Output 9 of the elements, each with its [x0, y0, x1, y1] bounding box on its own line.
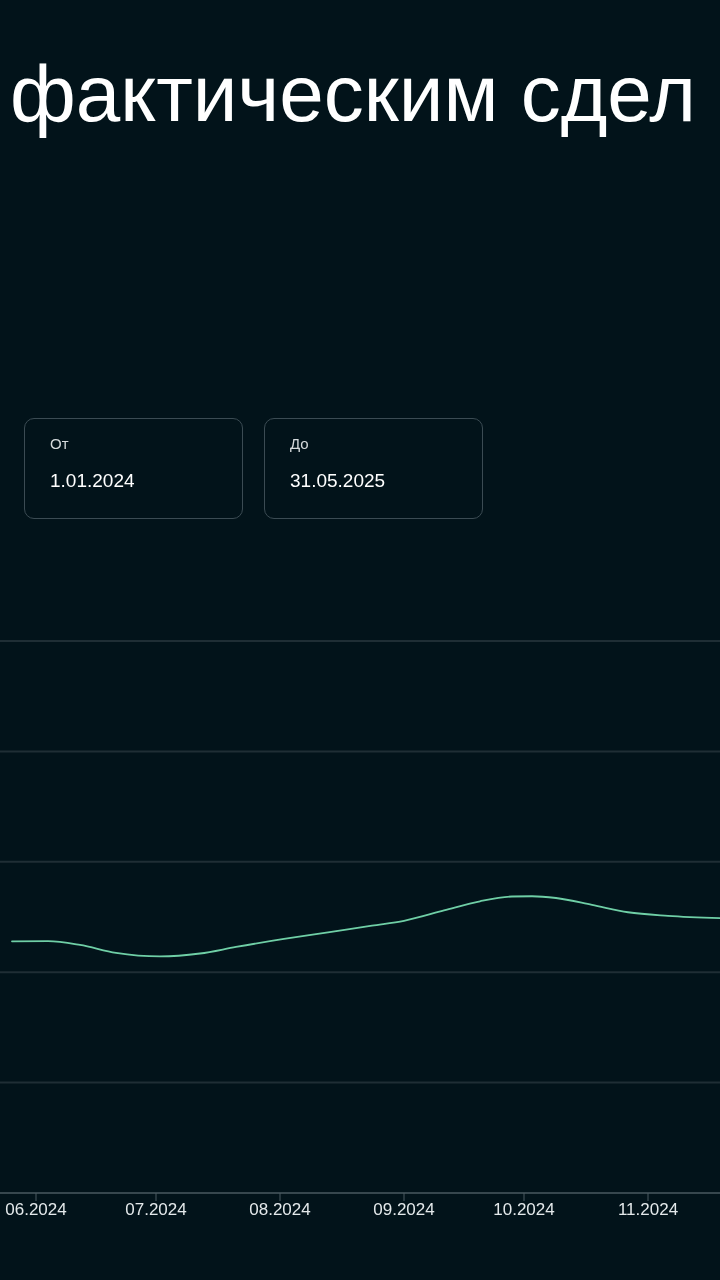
date-field: До 31.05.2025 [264, 418, 483, 519]
x-tick-label: 07.2024 [125, 1200, 187, 1220]
x-tick-label: 08.2024 [249, 1200, 311, 1220]
chart-title: фактическим сдел [10, 49, 696, 138]
x-tick-label: 09.2024 [373, 1200, 435, 1220]
date-field: От 1.01.2024 [24, 418, 243, 519]
x-tick-label: 10.2024 [493, 1200, 555, 1220]
x-tick-label: 06.2024 [5, 1200, 67, 1220]
x-tick-label: 11.2024 [617, 1200, 679, 1220]
